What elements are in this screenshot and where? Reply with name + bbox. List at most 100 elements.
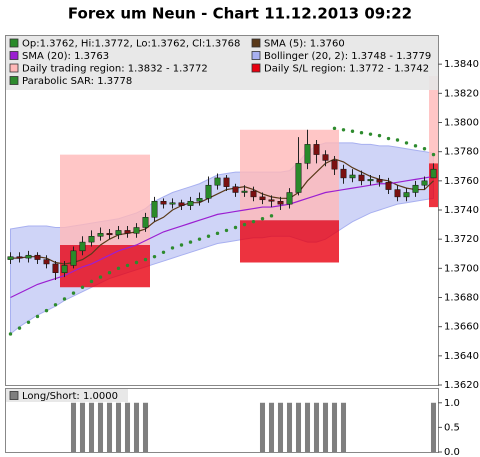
candle-body [313,144,320,155]
y-tick-label: 0.5 [444,422,460,433]
y-tick-label: 1.3780 [444,147,479,158]
candle-body [367,179,374,182]
chart-title: Forex um Neun - Chart 11.12.2013 09:22 [68,5,412,23]
y-tick-label: 1.3660 [444,322,479,333]
y-tick-label: 1.0 [444,398,460,409]
candle-body [412,184,419,193]
region [60,245,150,288]
sar-dot [431,152,436,157]
legend-label: Long/Short: 1.0000 [22,391,118,402]
candle-body [196,198,203,202]
y-tick-label: 1.3840 [444,59,479,70]
candle-body [205,184,212,199]
legend-box [6,36,438,90]
sar-dot [206,234,211,238]
candle-body [142,217,149,228]
bar [97,402,104,452]
bar [313,402,320,452]
candle-body [241,190,248,193]
legend-box [6,389,128,402]
candle-body [322,154,329,161]
sar-dot [17,326,22,330]
sar-dot [260,217,265,221]
legend-marker [9,38,19,48]
region [240,220,339,263]
sar-dot [35,314,40,319]
legend-marker [9,391,19,400]
candle-body [214,177,221,186]
sar-dot [233,225,238,230]
candle-body [7,256,14,260]
sar-dot [386,136,391,141]
candle-body [115,230,122,236]
bar [115,402,122,452]
sar-dot [143,257,148,262]
legend-label: SMA (5): 1.3760 [264,39,345,50]
sar-dot [107,271,112,275]
legend-marker [251,51,261,60]
bar [430,402,437,452]
candle-body [124,230,131,234]
sar-dot [377,133,382,138]
region [60,154,150,245]
sar-dot [395,138,400,142]
sar-dot [197,237,202,241]
candle-body [394,189,401,198]
candle-body [376,179,383,183]
candle-body [430,168,437,179]
bar [331,402,338,452]
sar-dot [215,231,220,236]
candle-body [421,180,428,186]
legend-label: Parabolic SAR: 1.3778 [22,76,132,87]
candle-body [295,163,302,193]
candle-body [52,263,59,273]
candle-body [25,254,32,259]
sar-dot [71,291,76,295]
candle-body [250,190,257,198]
legend-label: SMA (20): 1.3763 [22,51,109,62]
bar [304,402,311,452]
legend-marker [251,63,261,73]
sar-dot [350,129,355,133]
bar [79,402,86,452]
candle-body [43,259,50,265]
sar-dot [332,126,337,131]
candle-body [88,236,95,243]
sar-dot [62,297,67,301]
sar-dot [44,308,49,313]
candle-body [223,177,230,187]
bar [277,402,284,452]
candle-body [403,192,410,198]
y-tick-label: 1.3740 [444,205,479,216]
legend-label: Daily trading region: 1.3832 - 1.3772 [22,64,208,75]
legend: Op:1.3762, Hi:1.3772, Lo:1.3762, Cl:1.37… [6,36,438,402]
legend-marker [9,76,19,85]
sar-dot [161,250,166,254]
candle-body [34,254,41,260]
legend-marker [251,38,261,48]
candle-body [304,144,311,164]
sar-dot [134,260,139,265]
y-tick-label: 1.3760 [444,176,479,187]
y-tick-label: 0.0 [444,447,460,457]
bar [268,402,275,452]
sar-dot [368,132,373,136]
region [429,75,438,164]
candle-body [97,233,104,237]
candle-body [277,201,284,205]
bar [340,402,347,452]
bar [259,402,266,452]
sar-dot [26,320,31,324]
legend-label: Op:1.3762, Hi:1.3772, Lo:1.3762, Cl:1.37… [22,39,240,50]
legend-label: Daily S/L region: 1.3772 - 1.3742 [264,64,429,75]
bar [124,402,131,452]
plot [7,75,438,452]
y-tick-label: 1.3640 [444,351,479,362]
candle-body [16,256,23,259]
y-tick-label: 1.3680 [444,293,479,304]
sar-dot [8,332,13,336]
sar-dot [152,254,157,259]
candle-body [79,241,86,252]
